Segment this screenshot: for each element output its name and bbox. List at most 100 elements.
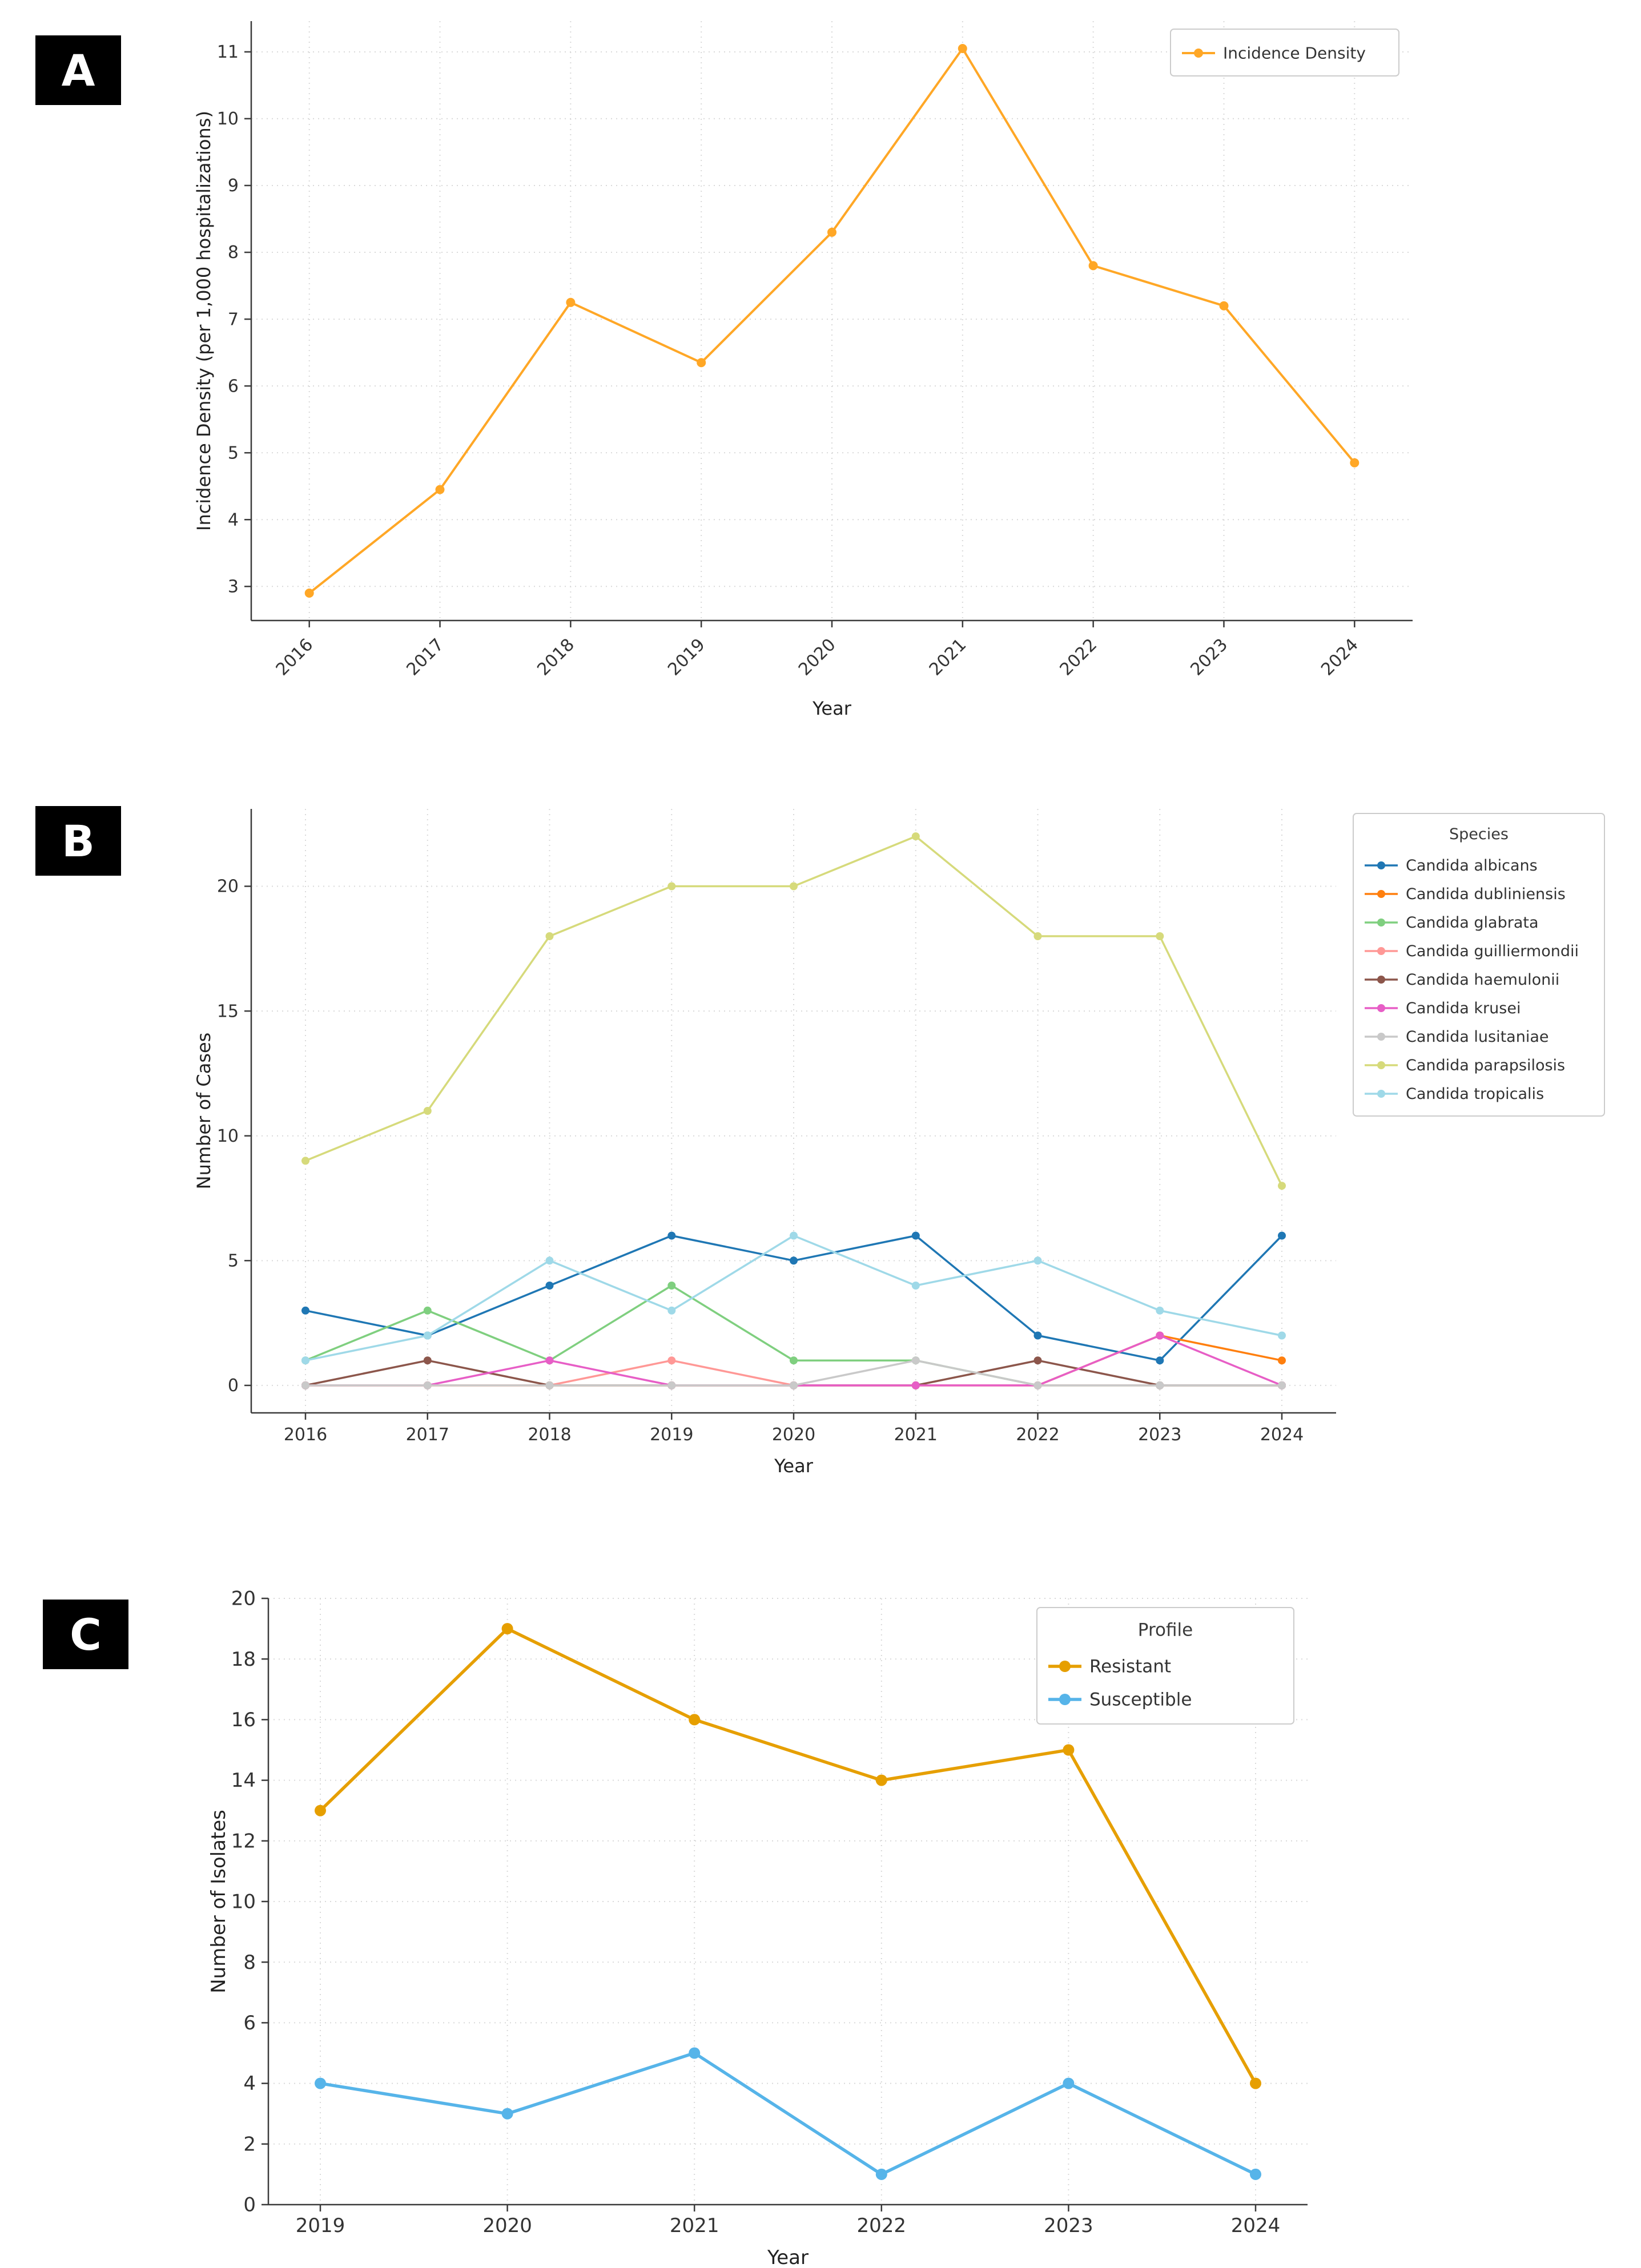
y-tick-label: 0 (228, 1376, 239, 1396)
marker-incidence-density (304, 589, 314, 598)
legend-sample-marker (1194, 49, 1203, 58)
x-tick-label: 2023 (1138, 1425, 1181, 1445)
marker-susceptible (1250, 2168, 1261, 2180)
marker-candida-lusitaniae (545, 1381, 554, 1389)
marker-candida-guilliermondii (667, 1356, 676, 1365)
marker-resistant (1250, 2077, 1261, 2089)
y-tick-label: 11 (217, 42, 239, 62)
y-tick-label: 8 (243, 1951, 256, 1974)
legend-sample-marker (1377, 976, 1385, 984)
chart-resistance-profile: 0 2 4 6 8 10 12 14 16 18 20 2019 2020 2021 2022 2023 202… (207, 1588, 1308, 2268)
marker-candida-lusitaniae (790, 1381, 798, 1389)
legend-sample-marker (1377, 1033, 1385, 1041)
plot-area: 3 4 5 6 7 8 9 10 11 2016 2017 2018 2019 2020 2021 2022 2… (193, 21, 1413, 719)
marker-susceptible (501, 2108, 513, 2120)
x-tick-label: 2018 (528, 1425, 571, 1445)
marker-candida-tropicalis (301, 1356, 309, 1365)
x-tick-label: 2023 (1044, 2214, 1093, 2237)
marker-candida-parapsilosis (423, 1107, 432, 1115)
x-tick-label: 2024 (1317, 635, 1362, 680)
x-tick-label: 2021 (894, 1425, 938, 1445)
series-line-susceptible (319, 2051, 1257, 2176)
marker-candida-glabrata (423, 1306, 432, 1315)
panel-label-c: C (43, 1600, 128, 1669)
marker-candida-parapsilosis (545, 932, 554, 940)
panel-b: B 0 5 10 15 20 2016 2017 2018 2019 2020 2021 2022 20… (0, 796, 1641, 1504)
marker-candida-haemulonii (423, 1356, 432, 1365)
legend-item-label: Candida parapsilosis (1406, 1057, 1565, 1074)
marker-candida-tropicalis (911, 1282, 920, 1290)
marker-candida-glabrata (667, 1282, 676, 1290)
legend-sample-marker (1377, 1061, 1385, 1069)
marker-candida-lusitaniae (1156, 1381, 1164, 1389)
series-line-resistant (319, 1627, 1257, 2085)
y-tick-label: 20 (217, 877, 239, 897)
legend: Incidence Density (1170, 29, 1399, 76)
y-tick-label: 8 (228, 243, 239, 263)
legend-sample-marker (1377, 919, 1385, 926)
legend-item-label: Candida guilliermondii (1406, 942, 1579, 960)
panel-c: C 0 2 4 6 8 10 12 14 16 18 20 2019 2020 2021 2022 2023 2… (0, 1587, 1641, 2268)
marker-candida-albicans (911, 1231, 920, 1240)
marker-susceptible (875, 2168, 887, 2180)
series-line-incidence-density (308, 47, 1356, 594)
marker-incidence-density (435, 485, 445, 494)
y-axis-title: Number of Isolates (207, 1810, 230, 1993)
marker-candida-tropicalis (1278, 1331, 1286, 1340)
marker-candida-parapsilosis (911, 832, 920, 841)
marker-incidence-density (1350, 458, 1360, 468)
y-tick-label: 15 (217, 1001, 239, 1021)
x-tick-label: 2016 (272, 635, 317, 680)
legend-sample-marker (1377, 1004, 1385, 1012)
marker-candida-albicans (301, 1306, 309, 1315)
panel-label-b: B (35, 806, 121, 876)
x-tick-label: 2019 (296, 2214, 345, 2237)
legend-item-label: Susceptible (1089, 1690, 1192, 1710)
legend-sample-marker (1377, 947, 1385, 955)
x-tick-label: 2016 (284, 1425, 327, 1445)
marker-resistant (501, 1623, 513, 1635)
marker-candida-tropicalis (1033, 1256, 1042, 1265)
y-tick-label: 14 (231, 1769, 256, 1792)
legend-sample-marker (1059, 1661, 1071, 1672)
x-tick-label: 2022 (1056, 635, 1101, 680)
marker-incidence-density (958, 44, 967, 53)
legend: Species Candida albicans Candida dublinien… (1353, 813, 1605, 1117)
marker-candida-parapsilosis (1033, 932, 1042, 940)
x-tick-label: 2021 (670, 2214, 719, 2237)
marker-incidence-density (827, 227, 836, 237)
x-tick-label: 2022 (1016, 1425, 1059, 1445)
marker-candida-lusitaniae (911, 1356, 920, 1365)
y-axis-title: Number of Cases (193, 1033, 215, 1190)
marker-susceptible (689, 2047, 701, 2059)
y-tick-label: 20 (231, 1588, 256, 1610)
chart-incidence-density: 3 4 5 6 7 8 9 10 11 2016 2017 2018 2019 2020 2021 2022 2… (193, 21, 1413, 719)
y-tick-label: 10 (231, 1891, 256, 1914)
x-tick-label: 2021 (926, 635, 971, 680)
marker-candida-krusei (545, 1356, 554, 1365)
plot-area: 0 5 10 15 20 2016 2017 2018 2019 2020 2021 2022 2023… (193, 809, 1336, 1477)
legend-title: Species (1449, 825, 1509, 843)
x-tick-label: 2017 (403, 635, 448, 680)
marker-candida-albicans (667, 1231, 676, 1240)
x-axis-title: Year (812, 698, 852, 719)
legend-item-label: Candida haemulonii (1406, 971, 1559, 989)
x-tick-label: 2024 (1231, 2214, 1281, 2237)
marker-susceptible (315, 2077, 326, 2089)
y-tick-label: 7 (228, 309, 239, 329)
panel-label-a: A (35, 35, 121, 105)
marker-incidence-density (1088, 261, 1098, 271)
legend-sample-marker (1377, 890, 1385, 898)
x-tick-label: 2024 (1260, 1425, 1304, 1445)
marker-resistant (315, 1804, 326, 1816)
x-tick-label: 2022 (857, 2214, 907, 2237)
marker-candida-tropicalis (423, 1331, 432, 1340)
legend: Profile Resistant Susceptible (1036, 1607, 1294, 1725)
y-tick-label: 3 (228, 577, 239, 597)
legend-item-label: Candida dubliniensis (1406, 885, 1566, 903)
y-tick-label: 4 (228, 510, 239, 530)
y-tick-label: 5 (228, 1251, 239, 1271)
legend-box (1353, 813, 1605, 1117)
plot-area: 0 2 4 6 8 10 12 14 16 18 20 2019 2020 2021 2022 2023 202… (207, 1588, 1308, 2268)
